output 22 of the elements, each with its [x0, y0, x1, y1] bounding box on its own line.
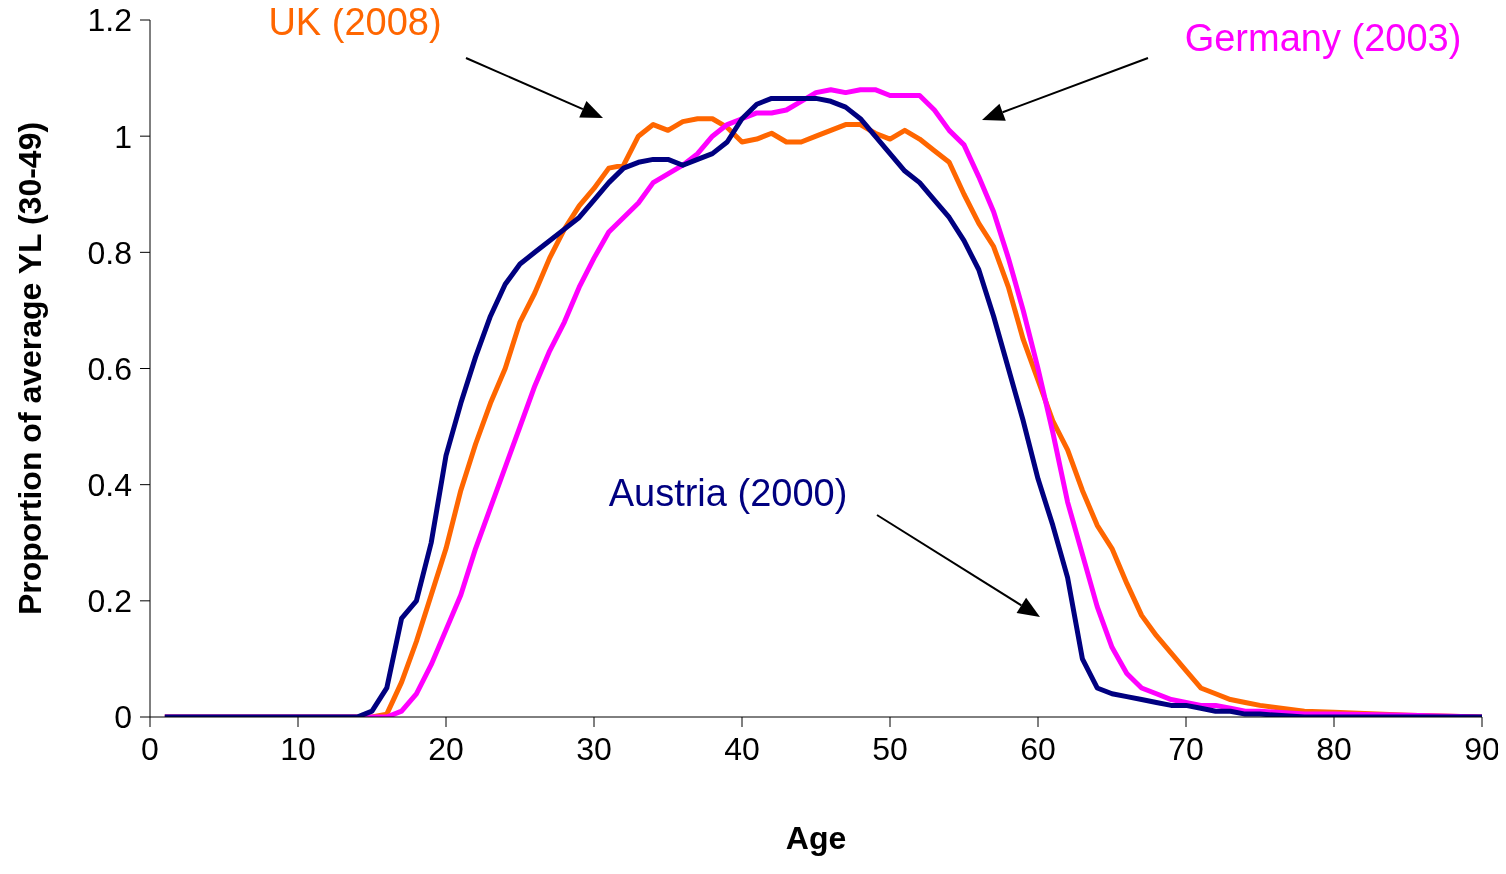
x-axis-title: Age	[785, 820, 847, 856]
text: Austria (2000)	[608, 472, 848, 514]
x-tick-label: 20	[428, 730, 464, 767]
x-tick-label: 60	[1020, 730, 1056, 767]
y-axis-title: Proportion of average YL (30-49)	[12, 121, 49, 616]
x-tick-label: 70	[1168, 730, 1204, 767]
y-tick-label: 0.2	[87, 583, 132, 620]
text: Germany (2003)	[1184, 17, 1462, 59]
y-tick-label: 0.4	[87, 467, 132, 504]
y-tick-label: 0.6	[87, 350, 132, 387]
y-tick-label: 1.2	[87, 2, 132, 39]
x-tick-label: 50	[872, 730, 908, 767]
y-tick-label: 0.8	[87, 234, 132, 271]
x-tick-label: 0	[141, 730, 159, 767]
x-tick-label: 80	[1316, 730, 1352, 767]
y-tick-label: 0	[114, 699, 132, 736]
x-tick-label: 30	[576, 730, 612, 767]
x-tick-label: 10	[280, 730, 316, 767]
x-tick-label: 90	[1464, 730, 1500, 767]
y-tick-label: 1	[114, 118, 132, 155]
x-tick-label: 40	[724, 730, 760, 767]
text: UK (2008)	[268, 1, 442, 43]
